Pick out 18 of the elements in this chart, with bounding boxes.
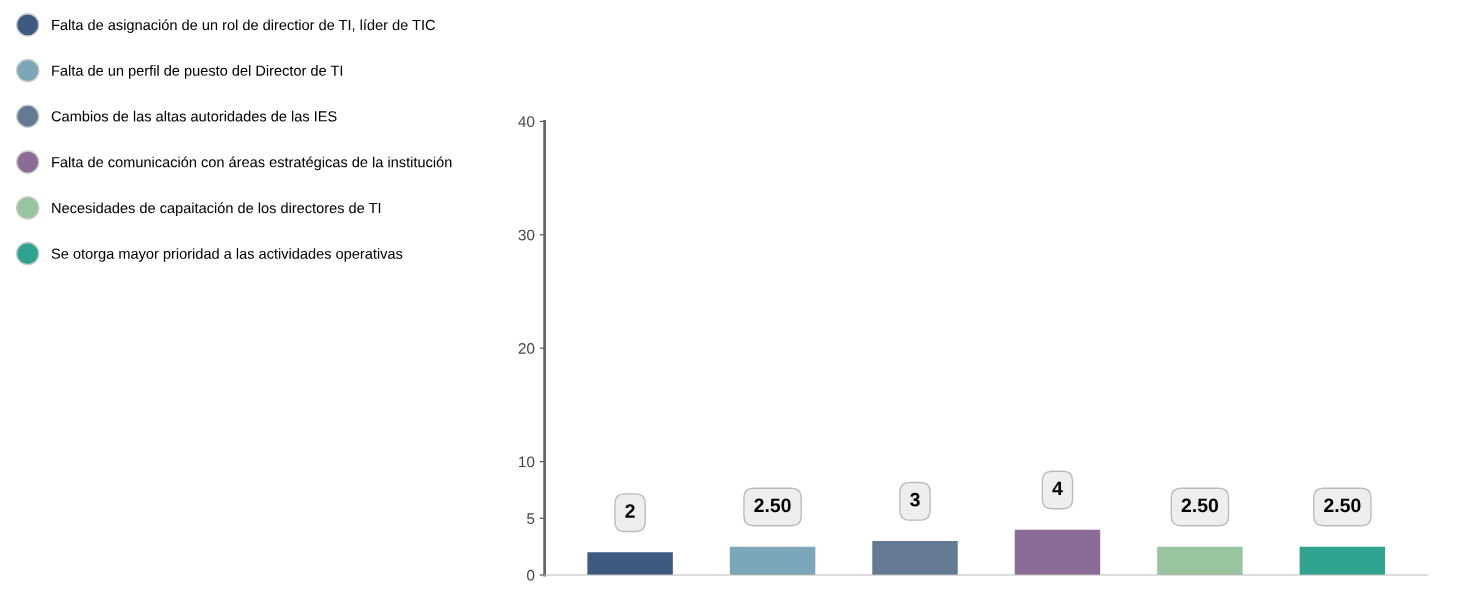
y-tick-label: 5 [527,513,535,524]
legend-label: Se otorga mayor prioridad a las actividades operativas [51,248,403,262]
y-tick-label: 40 [518,116,535,128]
text: 2 [625,504,635,518]
y-tick-label: 30 [518,229,535,241]
text: 3 [910,492,920,507]
legend-label: Falta de un perfil de puesto del Director de TI [52,65,343,79]
legend-label: Falta de comunicación con áreas estratégicas de la institución [52,156,452,171]
legend-label: Falta de asignación de un rol de directior de TI, líder de TIC [52,19,436,34]
y-tick-label: 0 [527,569,535,581]
y-tick-label: 10 [519,456,535,468]
text: 2.50 [1324,498,1361,513]
legend-label: Cambios de las altas autoridades de las IES [51,110,337,122]
legend-label: Necesidades de capaitación de los directores de TI [52,202,381,217]
text: 2.50 [1181,498,1219,513]
text: 4 [1052,481,1063,496]
text: 2.50 [754,498,791,513]
y-tick-label: 20 [518,343,535,354]
